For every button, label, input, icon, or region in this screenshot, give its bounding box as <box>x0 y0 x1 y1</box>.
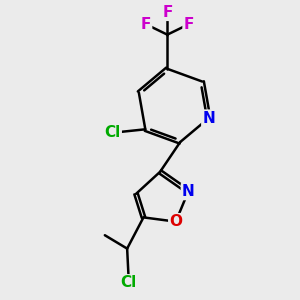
Text: N: N <box>202 111 215 126</box>
Text: N: N <box>182 184 195 199</box>
Text: Cl: Cl <box>121 275 137 290</box>
Text: F: F <box>141 17 151 32</box>
Text: F: F <box>162 5 172 20</box>
Text: F: F <box>184 17 194 32</box>
Text: Cl: Cl <box>104 125 121 140</box>
Text: O: O <box>169 214 182 229</box>
